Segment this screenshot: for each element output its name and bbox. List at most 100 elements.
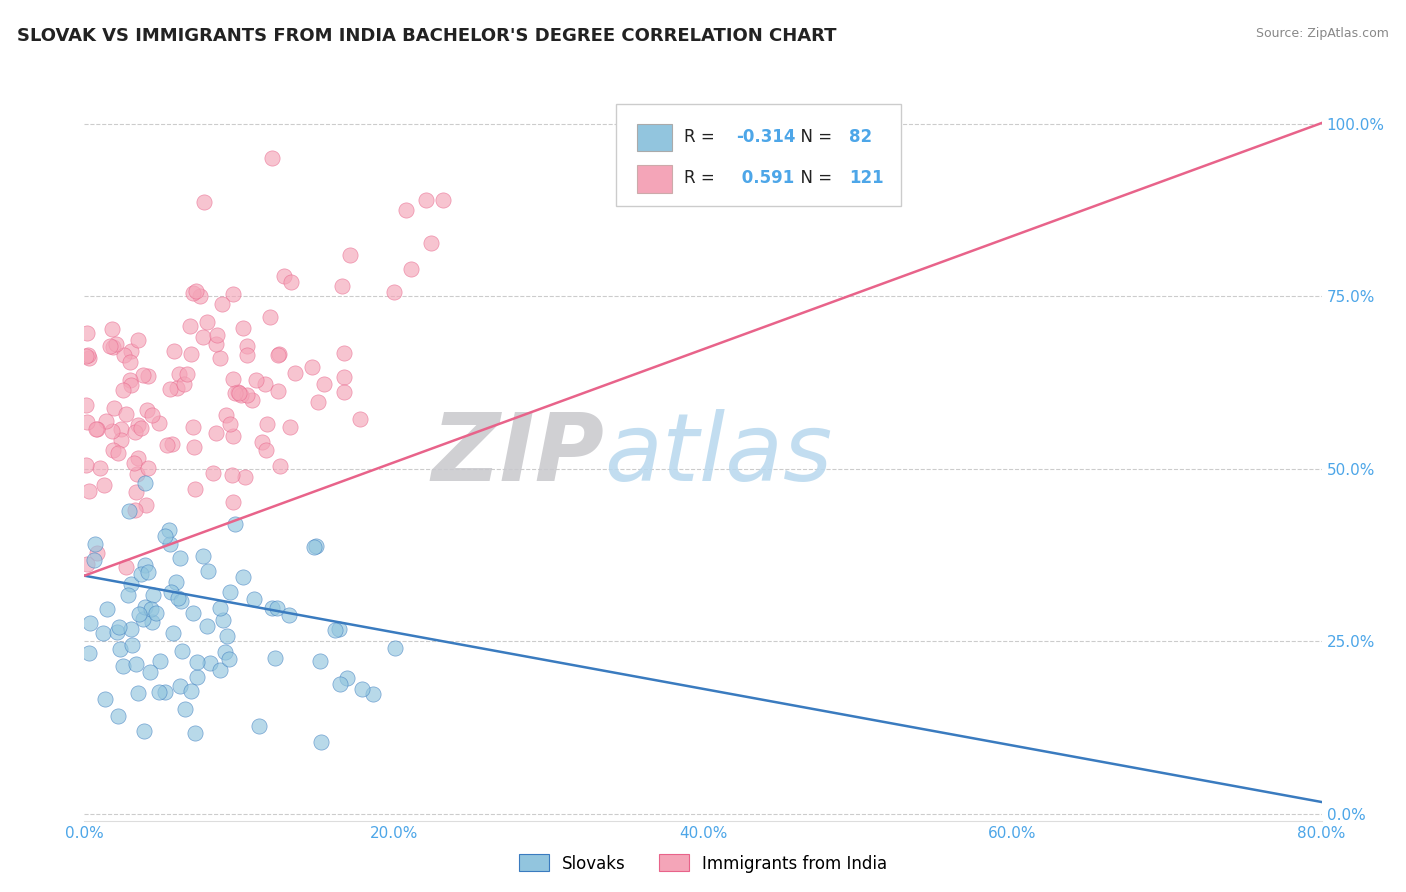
Point [127, 450, 149, 465]
Point [256, 417, 278, 432]
Point [76, 415, 98, 429]
Text: N =: N = [790, 169, 837, 187]
Point [180, 684, 202, 698]
Point [184, 726, 207, 740]
Point [108, 620, 131, 634]
Point [232, 570, 254, 584]
Point [328, 622, 350, 636]
Point [101, 424, 124, 438]
Point [395, 202, 418, 217]
Point [333, 385, 356, 400]
Point [330, 279, 353, 293]
Point [333, 370, 356, 384]
Point [115, 560, 138, 574]
Point [86, 546, 108, 560]
Text: -0.314: -0.314 [737, 128, 796, 145]
Point [273, 268, 295, 283]
Point [136, 402, 159, 417]
Point [75, 349, 97, 363]
Point [121, 638, 143, 652]
Point [221, 467, 243, 482]
Text: atlas: atlas [605, 409, 832, 500]
Point [153, 528, 176, 542]
Point [181, 420, 204, 434]
Point [120, 622, 142, 636]
Point [76, 557, 98, 571]
Point [208, 601, 231, 615]
Point [215, 408, 238, 422]
Point [112, 348, 135, 362]
Point [75, 398, 97, 412]
Point [149, 654, 172, 668]
Point [301, 359, 323, 374]
Point [167, 591, 190, 605]
Text: ZIP: ZIP [432, 409, 605, 501]
FancyBboxPatch shape [637, 165, 672, 193]
Point [166, 381, 188, 395]
Text: 82: 82 [849, 128, 872, 145]
Point [278, 420, 301, 434]
Point [145, 606, 167, 620]
Point [100, 322, 122, 336]
Point [107, 446, 129, 460]
Point [141, 602, 163, 616]
Text: R =: R = [685, 128, 720, 145]
Point [96, 414, 118, 428]
Point [101, 443, 124, 458]
Point [156, 438, 179, 452]
Point [129, 566, 152, 581]
Point [307, 395, 329, 409]
Point [205, 327, 228, 342]
Point [186, 284, 208, 298]
Point [325, 623, 347, 637]
Point [226, 384, 249, 399]
Point [363, 687, 385, 701]
Point [214, 644, 236, 658]
Text: 121: 121 [849, 169, 883, 187]
Point [181, 606, 204, 620]
Point [186, 655, 208, 669]
Point [260, 601, 283, 615]
Point [222, 372, 245, 386]
Point [236, 387, 259, 401]
Point [179, 318, 201, 333]
Point [309, 654, 332, 668]
Point [103, 401, 125, 415]
Point [250, 434, 273, 449]
Point [349, 412, 371, 426]
Point [229, 388, 252, 402]
Point [132, 368, 155, 383]
Point [305, 539, 328, 553]
Point [110, 434, 132, 448]
Point [127, 333, 149, 347]
FancyBboxPatch shape [637, 124, 672, 152]
Point [384, 640, 406, 655]
Text: N =: N = [790, 128, 837, 145]
Point [77, 348, 100, 362]
Point [215, 629, 238, 643]
Point [218, 585, 240, 599]
Point [124, 503, 146, 517]
Point [211, 297, 233, 311]
Point [339, 248, 361, 262]
Point [141, 615, 163, 629]
Point [77, 484, 100, 499]
Point [232, 321, 254, 335]
FancyBboxPatch shape [616, 103, 901, 206]
Point [267, 384, 290, 398]
Point [266, 601, 288, 615]
Point [76, 326, 98, 340]
Point [83, 537, 105, 551]
Point [132, 723, 155, 738]
Point [93, 478, 115, 492]
Point [159, 382, 181, 396]
Point [329, 677, 352, 691]
Point [209, 663, 232, 677]
Point [157, 524, 180, 538]
Point [142, 588, 165, 602]
Point [200, 657, 222, 671]
Point [125, 657, 148, 671]
Point [96, 602, 118, 616]
Point [125, 485, 148, 500]
Point [127, 417, 149, 432]
